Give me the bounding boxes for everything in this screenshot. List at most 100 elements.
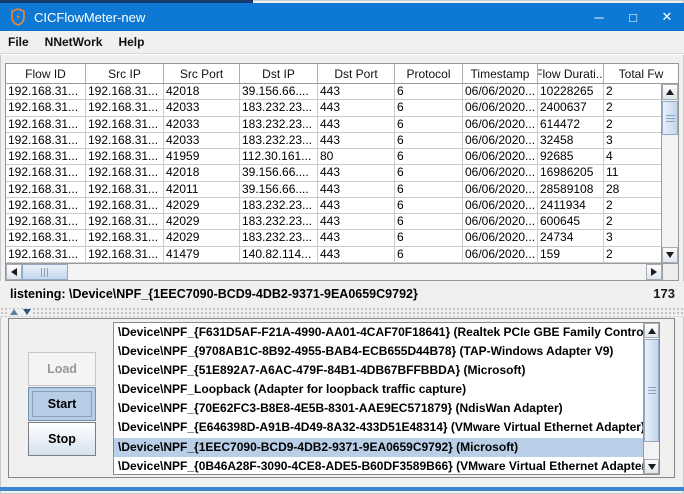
table-row[interactable]: 192.168.31... 192.168.31... 41959 112.30… [6,149,661,166]
cell: 192.168.31... [86,230,164,247]
column-header-src-ip[interactable]: Src IP [86,64,164,83]
cell: 6 [395,100,463,117]
table-row[interactable]: 192.168.31... 192.168.31... 42018 39.156… [6,84,661,101]
cell: 6 [395,246,463,263]
menu-nnetwork[interactable]: NNetWork [44,35,103,49]
cell: 42033 [164,100,240,117]
device-list-item[interactable]: \Device\NPF_{E646398D-A91B-4D49-8A32-433… [118,420,645,435]
cell: 28589108 [538,181,604,198]
scroll-left-icon[interactable] [6,264,22,280]
menu-bar: File NNetWork Help [0,31,684,54]
column-header-dst-ip[interactable]: Dst IP [240,64,318,83]
cell: 06/06/2020... [463,165,538,182]
device-list-item[interactable]: \Device\NPF_{51E892A7-A6AC-479F-84B1-4DB… [118,363,526,378]
device-list-item[interactable]: \Device\NPF_{9708AB1C-8B92-4955-BAB4-ECB… [118,344,614,359]
scroll-up-icon[interactable] [644,323,659,338]
scroll-down-icon[interactable] [644,459,659,474]
cell: 39.156.66.... [240,165,318,182]
column-header-total-fwd[interactable]: Total Fw [618,66,664,81]
cell: 2400637 [538,100,604,117]
device-list-item[interactable]: \Device\NPF_{F631D5AF-F21A-4990-AA01-4CA… [118,325,659,339]
listening-status: listening: \Device\NPF_{1EEC7090-BCD9-4D… [10,287,418,301]
cell: 443 [318,84,395,101]
cell: 2 [604,100,661,117]
table-row[interactable]: 192.168.31... 192.168.31... 42033 183.23… [6,116,661,133]
cell: 42029 [164,230,240,247]
stop-button[interactable]: Stop [28,422,96,456]
cell: 92685 [538,149,604,166]
shield-icon [11,8,25,26]
close-button[interactable]: ✕ [661,9,673,24]
cell: 2 [604,247,661,263]
cell: 4 [604,149,661,166]
title-bar[interactable]: CICFlowMeter-new ─ □ ✕ [0,3,684,31]
column-header-flow-duration[interactable]: Flow Durati... [538,64,604,83]
column-header-dst-port[interactable]: Dst Port [318,64,395,83]
cell: 183.232.23... [240,132,318,150]
minimize-button[interactable]: ─ [594,9,604,25]
vertical-scroll-thumb[interactable] [662,101,678,135]
device-list-item[interactable]: \Device\NPF_{0B46A28F-3090-4CE8-ADE5-B60… [118,458,651,473]
table-row[interactable]: 192.168.31... 192.168.31... 42018 39.156… [6,165,661,182]
cell: 192.168.31... [6,246,86,263]
cell: 192.168.31... [6,197,86,215]
cell: 06/06/2020... [463,197,538,215]
cell: 443 [318,246,395,263]
horizontal-scroll-thumb[interactable] [22,264,68,280]
table-row[interactable]: 192.168.31... 192.168.31... 42033 183.23… [6,100,661,117]
scroll-down-icon[interactable] [662,247,678,263]
cell: 192.168.31... [6,230,86,247]
cell: 192.168.31... [86,197,164,215]
table-horizontal-scrollbar[interactable] [6,263,678,280]
table-row[interactable]: 192.168.31... 192.168.31... 42029 183.23… [6,230,661,247]
cell: 6 [395,84,463,101]
cell: 192.168.31... [6,165,86,182]
vertical-scroll-thumb[interactable] [644,339,659,442]
table-row[interactable]: 192.168.31... 192.168.31... 41479 140.82… [6,246,661,263]
column-header-src-port[interactable]: Src Port [164,64,240,83]
load-button[interactable]: Load [28,352,96,386]
cell: 10228265 [538,84,604,101]
device-list-item[interactable]: \Device\NPF_{70E62FC3-B8E8-4E5B-8301-AAE… [118,401,563,416]
table-row[interactable]: 192.168.31... 192.168.31... 42011 39.156… [6,181,661,198]
menu-file[interactable]: File [8,35,29,49]
cell: 42018 [164,84,240,101]
column-header-protocol[interactable]: Protocol [395,64,463,83]
cell: 443 [318,165,395,182]
window-controls: ─ □ ✕ [582,3,684,31]
scroll-right-icon[interactable] [646,264,662,280]
focus-rect [32,391,92,417]
cell: 192.168.31... [6,181,86,198]
table-header: Flow ID Src IP Src Port Dst IP Dst Port … [6,64,678,84]
split-divider[interactable] [0,307,684,317]
collapse-down-icon[interactable] [23,309,31,315]
horizontal-scroll-track[interactable] [68,264,646,280]
cell: 16986205 [538,165,604,182]
start-button[interactable]: Start [28,387,96,421]
cell: 112.30.161... [240,149,318,166]
cell: 192.168.31... [6,214,86,231]
table-row[interactable]: 192.168.31... 192.168.31... 42029 183.23… [6,197,661,215]
table-vertical-scrollbar[interactable] [661,84,678,263]
device-list: \Device\NPF_{F631D5AF-F21A-4990-AA01-4CA… [113,322,660,475]
cell: 192.168.31... [86,116,164,133]
table-row[interactable]: 192.168.31... 192.168.31... 42029 183.23… [6,214,661,231]
maximize-button[interactable]: □ [629,9,637,25]
cell: 183.232.23... [240,230,318,247]
scroll-up-icon[interactable] [662,84,678,100]
capture-panel: Load Start Stop \Device\NPF_{F631D5AF-F2… [8,318,675,478]
column-header-timestamp[interactable]: Timestamp [463,64,538,83]
cell: 192.168.31... [6,132,86,150]
menu-help[interactable]: Help [118,35,145,49]
cell: 183.232.23... [240,116,318,133]
collapse-up-icon[interactable] [10,309,18,315]
table-row[interactable]: 192.168.31... 192.168.31... 42033 183.23… [6,132,661,150]
cell: 11 [604,165,661,182]
device-list-scrollbar[interactable] [643,323,659,474]
device-list-item-selected[interactable]: \Device\NPF_{1EEC7090-BCD9-4DB2-9371-9EA… [114,437,659,457]
cell: 600645 [538,214,604,231]
cell: 140.82.114... [240,246,318,263]
column-header-flow-id[interactable]: Flow ID [6,64,86,83]
device-list-item[interactable]: \Device\NPF_Loopback (Adapter for loopba… [118,382,467,397]
